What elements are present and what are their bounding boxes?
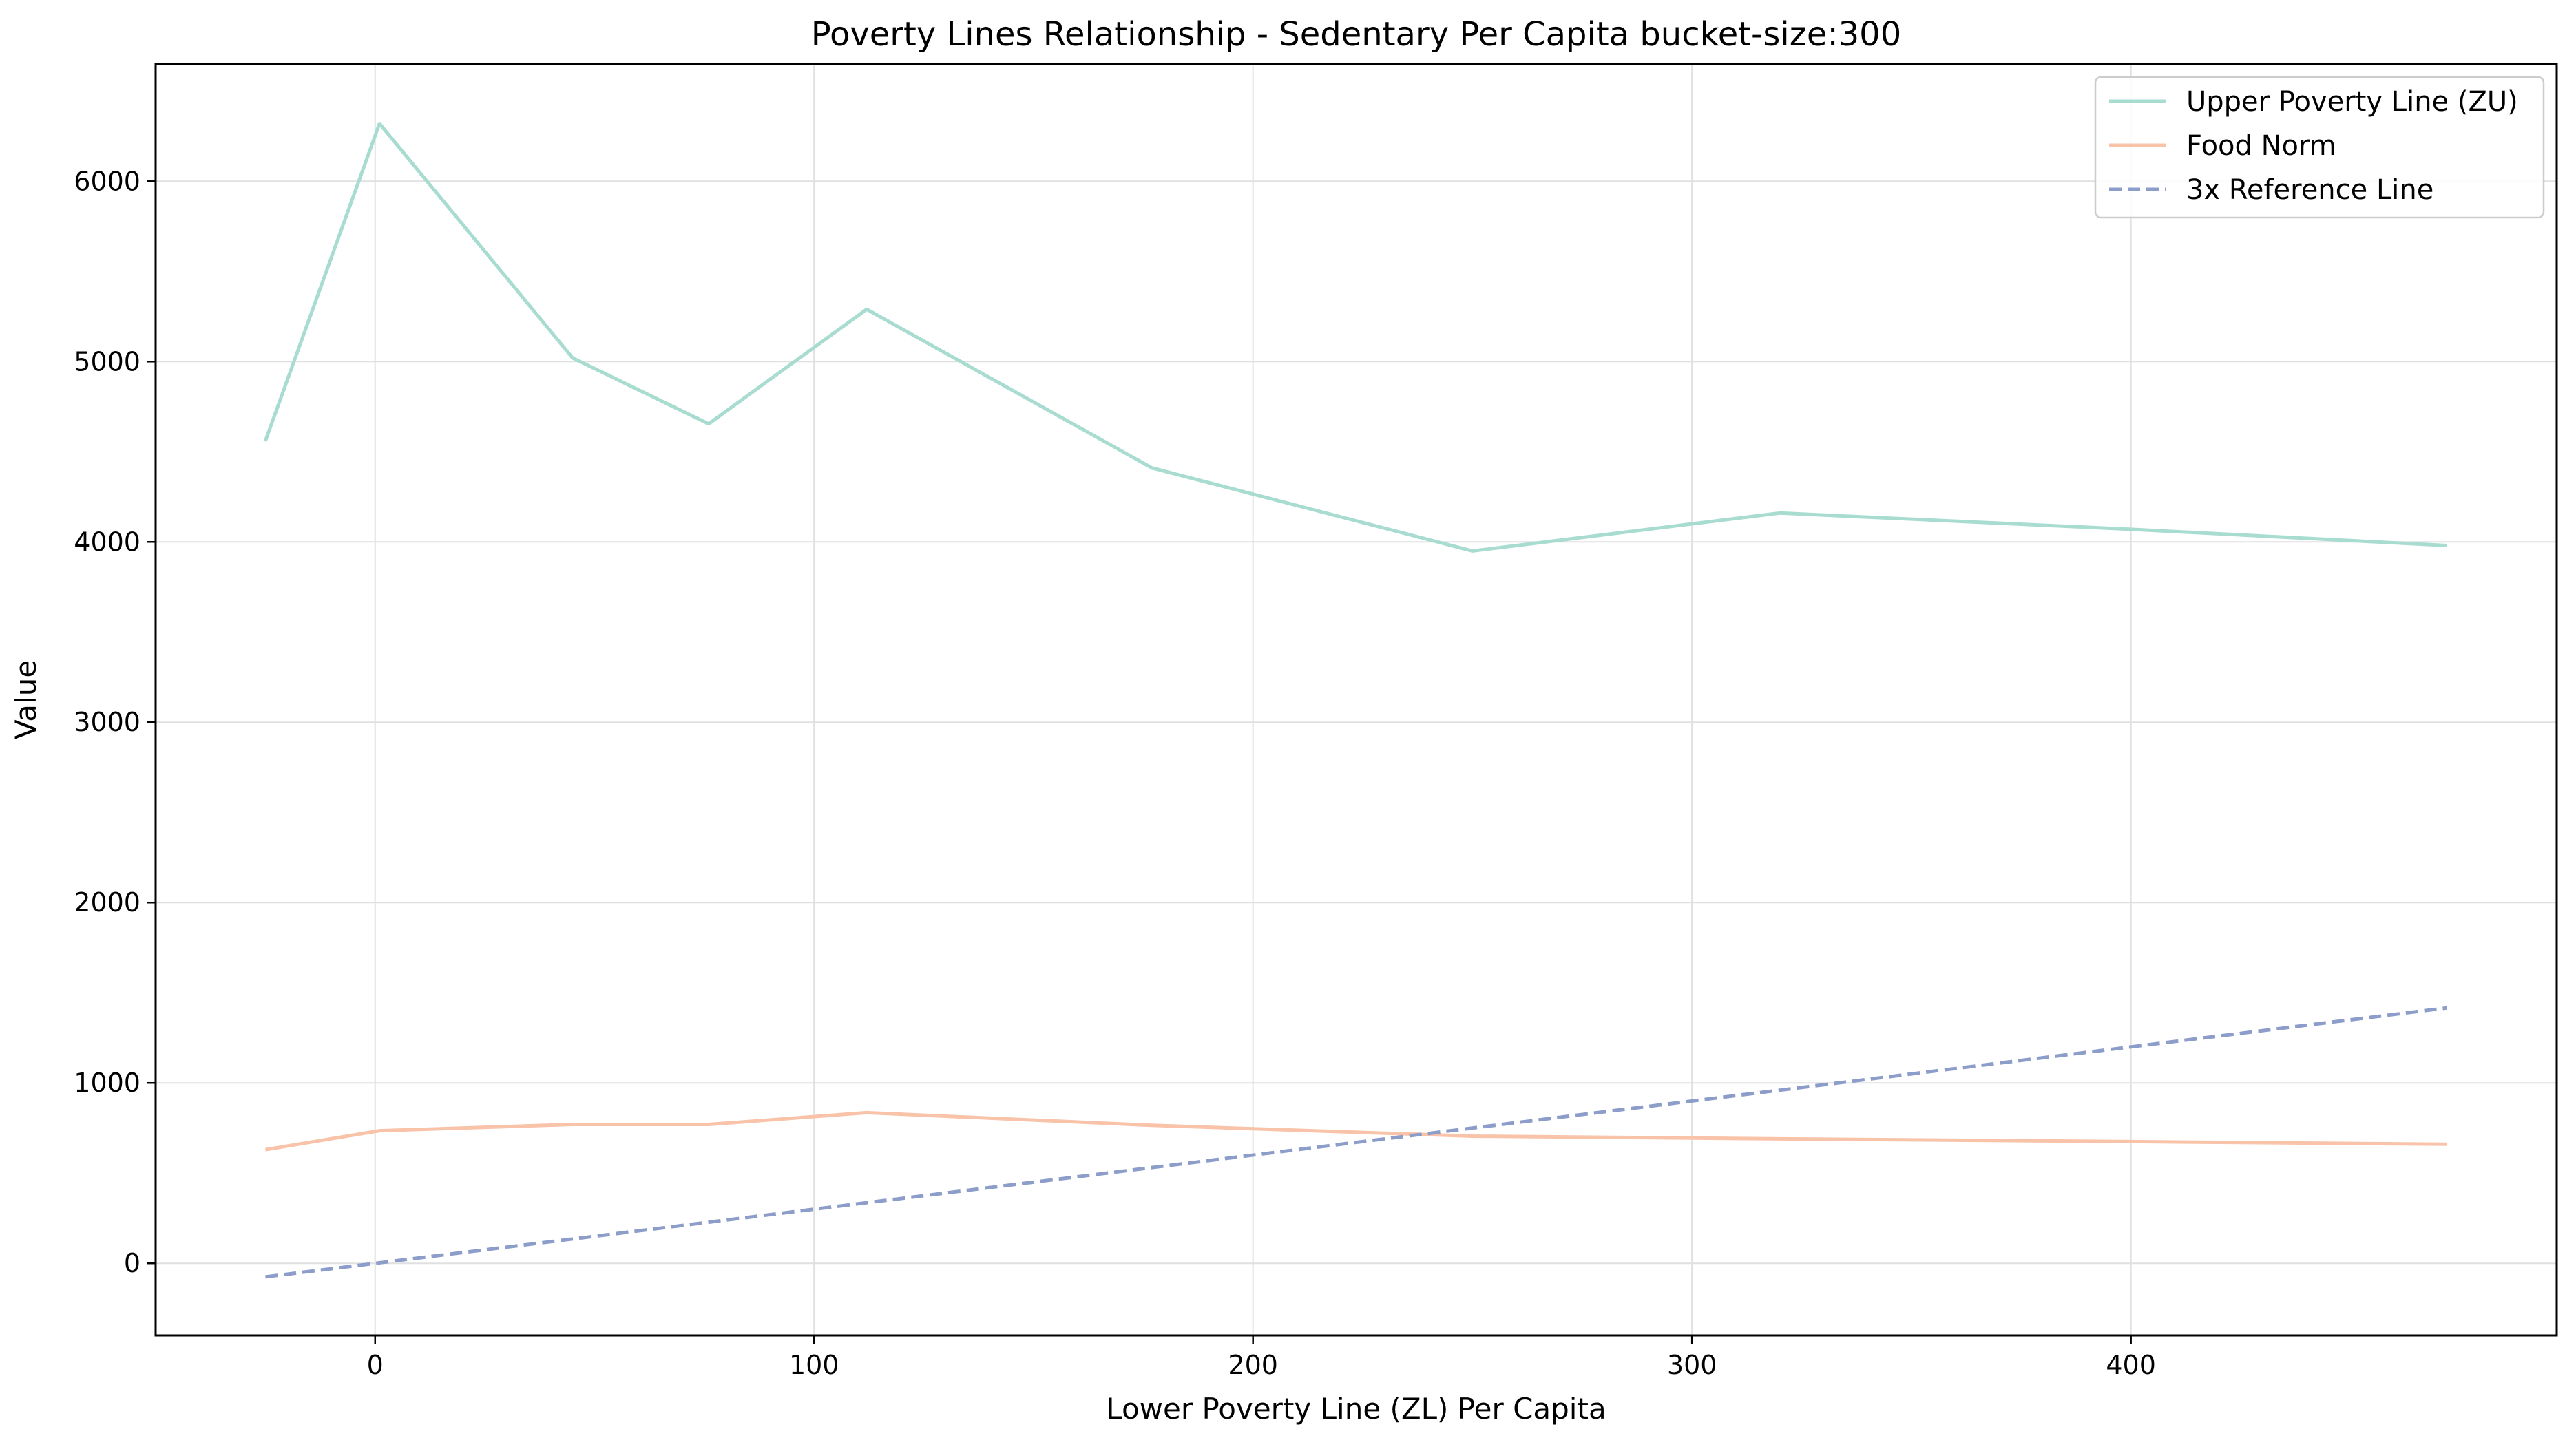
x-tick-label: 100 (789, 1350, 839, 1380)
legend-box (2094, 76, 2545, 219)
chart-title: Poverty Lines Relationship - Sedentary P… (811, 15, 1901, 54)
y-tick-label: 6000 (74, 166, 140, 196)
x-tick-label: 200 (1228, 1350, 1278, 1380)
plot-frame (154, 63, 2558, 1337)
y-tick-label: 2000 (74, 887, 140, 918)
y-tick-label: 1000 (74, 1068, 140, 1098)
y-tick-label: 3000 (74, 707, 140, 737)
series-line-3 (265, 1006, 2447, 1279)
y-tick-label: 5000 (74, 346, 140, 377)
series-line-1 (264, 122, 2447, 553)
gridlines (156, 64, 2557, 1335)
x-axis-label: Lower Poverty Line (ZL) Per Capita (1106, 1392, 1606, 1426)
y-axis-label: Value (9, 660, 43, 739)
x-tick-label: 300 (1667, 1350, 1717, 1380)
legend-label-2: Food Norm (2186, 130, 2336, 162)
x-tick-label: 0 (367, 1350, 384, 1380)
series-line-2 (264, 1110, 2447, 1152)
x-tick-label: 400 (2106, 1350, 2156, 1380)
legend-label-3: 3x Reference Line (2186, 174, 2433, 206)
series-lines (264, 122, 2447, 1279)
legend-label-1: Upper Poverty Line (ZU) (2186, 86, 2518, 118)
y-tick-label: 0 (124, 1248, 140, 1278)
y-tick-label: 4000 (74, 527, 140, 557)
legend: Upper Poverty Line (ZU) Food Norm 3x Refer… (2094, 76, 2545, 219)
